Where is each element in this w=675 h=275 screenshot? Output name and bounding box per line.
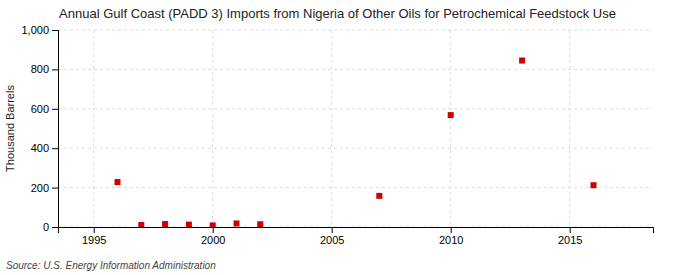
x-grid-line xyxy=(212,30,213,227)
x-tick-mark xyxy=(570,227,571,233)
point xyxy=(519,58,525,64)
x-tick-mark xyxy=(451,227,452,233)
chart: 1995 2000 2005 2010 2015 0 200 400 600 800 1,000 An… xyxy=(0,0,675,275)
y-grid-line xyxy=(58,187,653,188)
y-axis-line xyxy=(52,31,59,228)
x-tick: 2010 xyxy=(439,227,463,246)
y-tick-mark xyxy=(52,188,58,189)
x-tick: 2005 xyxy=(320,227,344,246)
x-tick-label: 1995 xyxy=(82,234,106,246)
title: Annual Gulf Coast (PADD 3) Imports from … xyxy=(59,6,616,21)
x-grid-line xyxy=(450,30,451,227)
point xyxy=(591,182,597,188)
point xyxy=(138,222,144,227)
y-tick: 1,000 xyxy=(21,24,58,36)
y-tick-label: 1,000 xyxy=(21,24,49,36)
y-tick: 600 xyxy=(31,103,58,115)
x-axis-line xyxy=(59,228,654,234)
y-tick-label: 400 xyxy=(31,142,49,154)
y-axis: 0 200 400 600 800 1,000 xyxy=(21,24,58,233)
plot: 1995 2000 2005 2010 2015 0 200 400 600 800 1,000 xyxy=(21,24,653,246)
point xyxy=(115,179,121,185)
point xyxy=(257,221,263,227)
x-tick-label: 2000 xyxy=(201,234,225,246)
x-tick-mark xyxy=(332,227,333,233)
x-axis: 1995 2000 2005 2010 2015 xyxy=(59,227,654,246)
x-tick-label: 2005 xyxy=(320,234,344,246)
point xyxy=(186,222,192,227)
x-grid-line xyxy=(331,30,332,227)
y-tick: 0 xyxy=(43,221,58,233)
x-tick: 1995 xyxy=(82,227,106,246)
y-tick: 200 xyxy=(31,182,58,194)
y-axis-label: Thousand Barrels xyxy=(4,85,16,172)
point xyxy=(376,193,382,199)
grid xyxy=(58,30,653,227)
point xyxy=(448,112,454,118)
y-tick-mark xyxy=(52,69,58,70)
x-tick-label: 2010 xyxy=(439,234,463,246)
point xyxy=(234,220,240,226)
y-grid-line xyxy=(58,108,653,109)
x-grid-line xyxy=(93,30,94,227)
x-tick: 2000 xyxy=(201,227,225,246)
points xyxy=(115,58,597,227)
y-tick: 400 xyxy=(31,142,58,154)
y-grid-line xyxy=(58,30,653,31)
y-tick-label: 200 xyxy=(31,182,49,194)
y-tick-mark xyxy=(52,227,58,228)
x-tick: 2015 xyxy=(558,227,582,246)
y-tick-mark xyxy=(52,30,58,31)
y-tick: 800 xyxy=(31,63,58,75)
y-tick-mark xyxy=(52,148,58,149)
x-tick-mark xyxy=(213,227,214,233)
x-tick-mark xyxy=(94,227,95,233)
y-grid-line xyxy=(58,148,653,149)
source: Source: U.S. Energy Information Administ… xyxy=(6,260,216,271)
y-tick-label: 800 xyxy=(31,63,49,75)
point xyxy=(210,222,216,227)
y-tick-mark xyxy=(52,109,58,110)
point xyxy=(162,221,168,227)
y-grid-line xyxy=(58,69,653,70)
y-tick-label: 600 xyxy=(31,103,49,115)
y-tick-label: 0 xyxy=(43,221,49,233)
x-tick-label: 2015 xyxy=(558,234,582,246)
x-grid-line xyxy=(569,30,570,227)
